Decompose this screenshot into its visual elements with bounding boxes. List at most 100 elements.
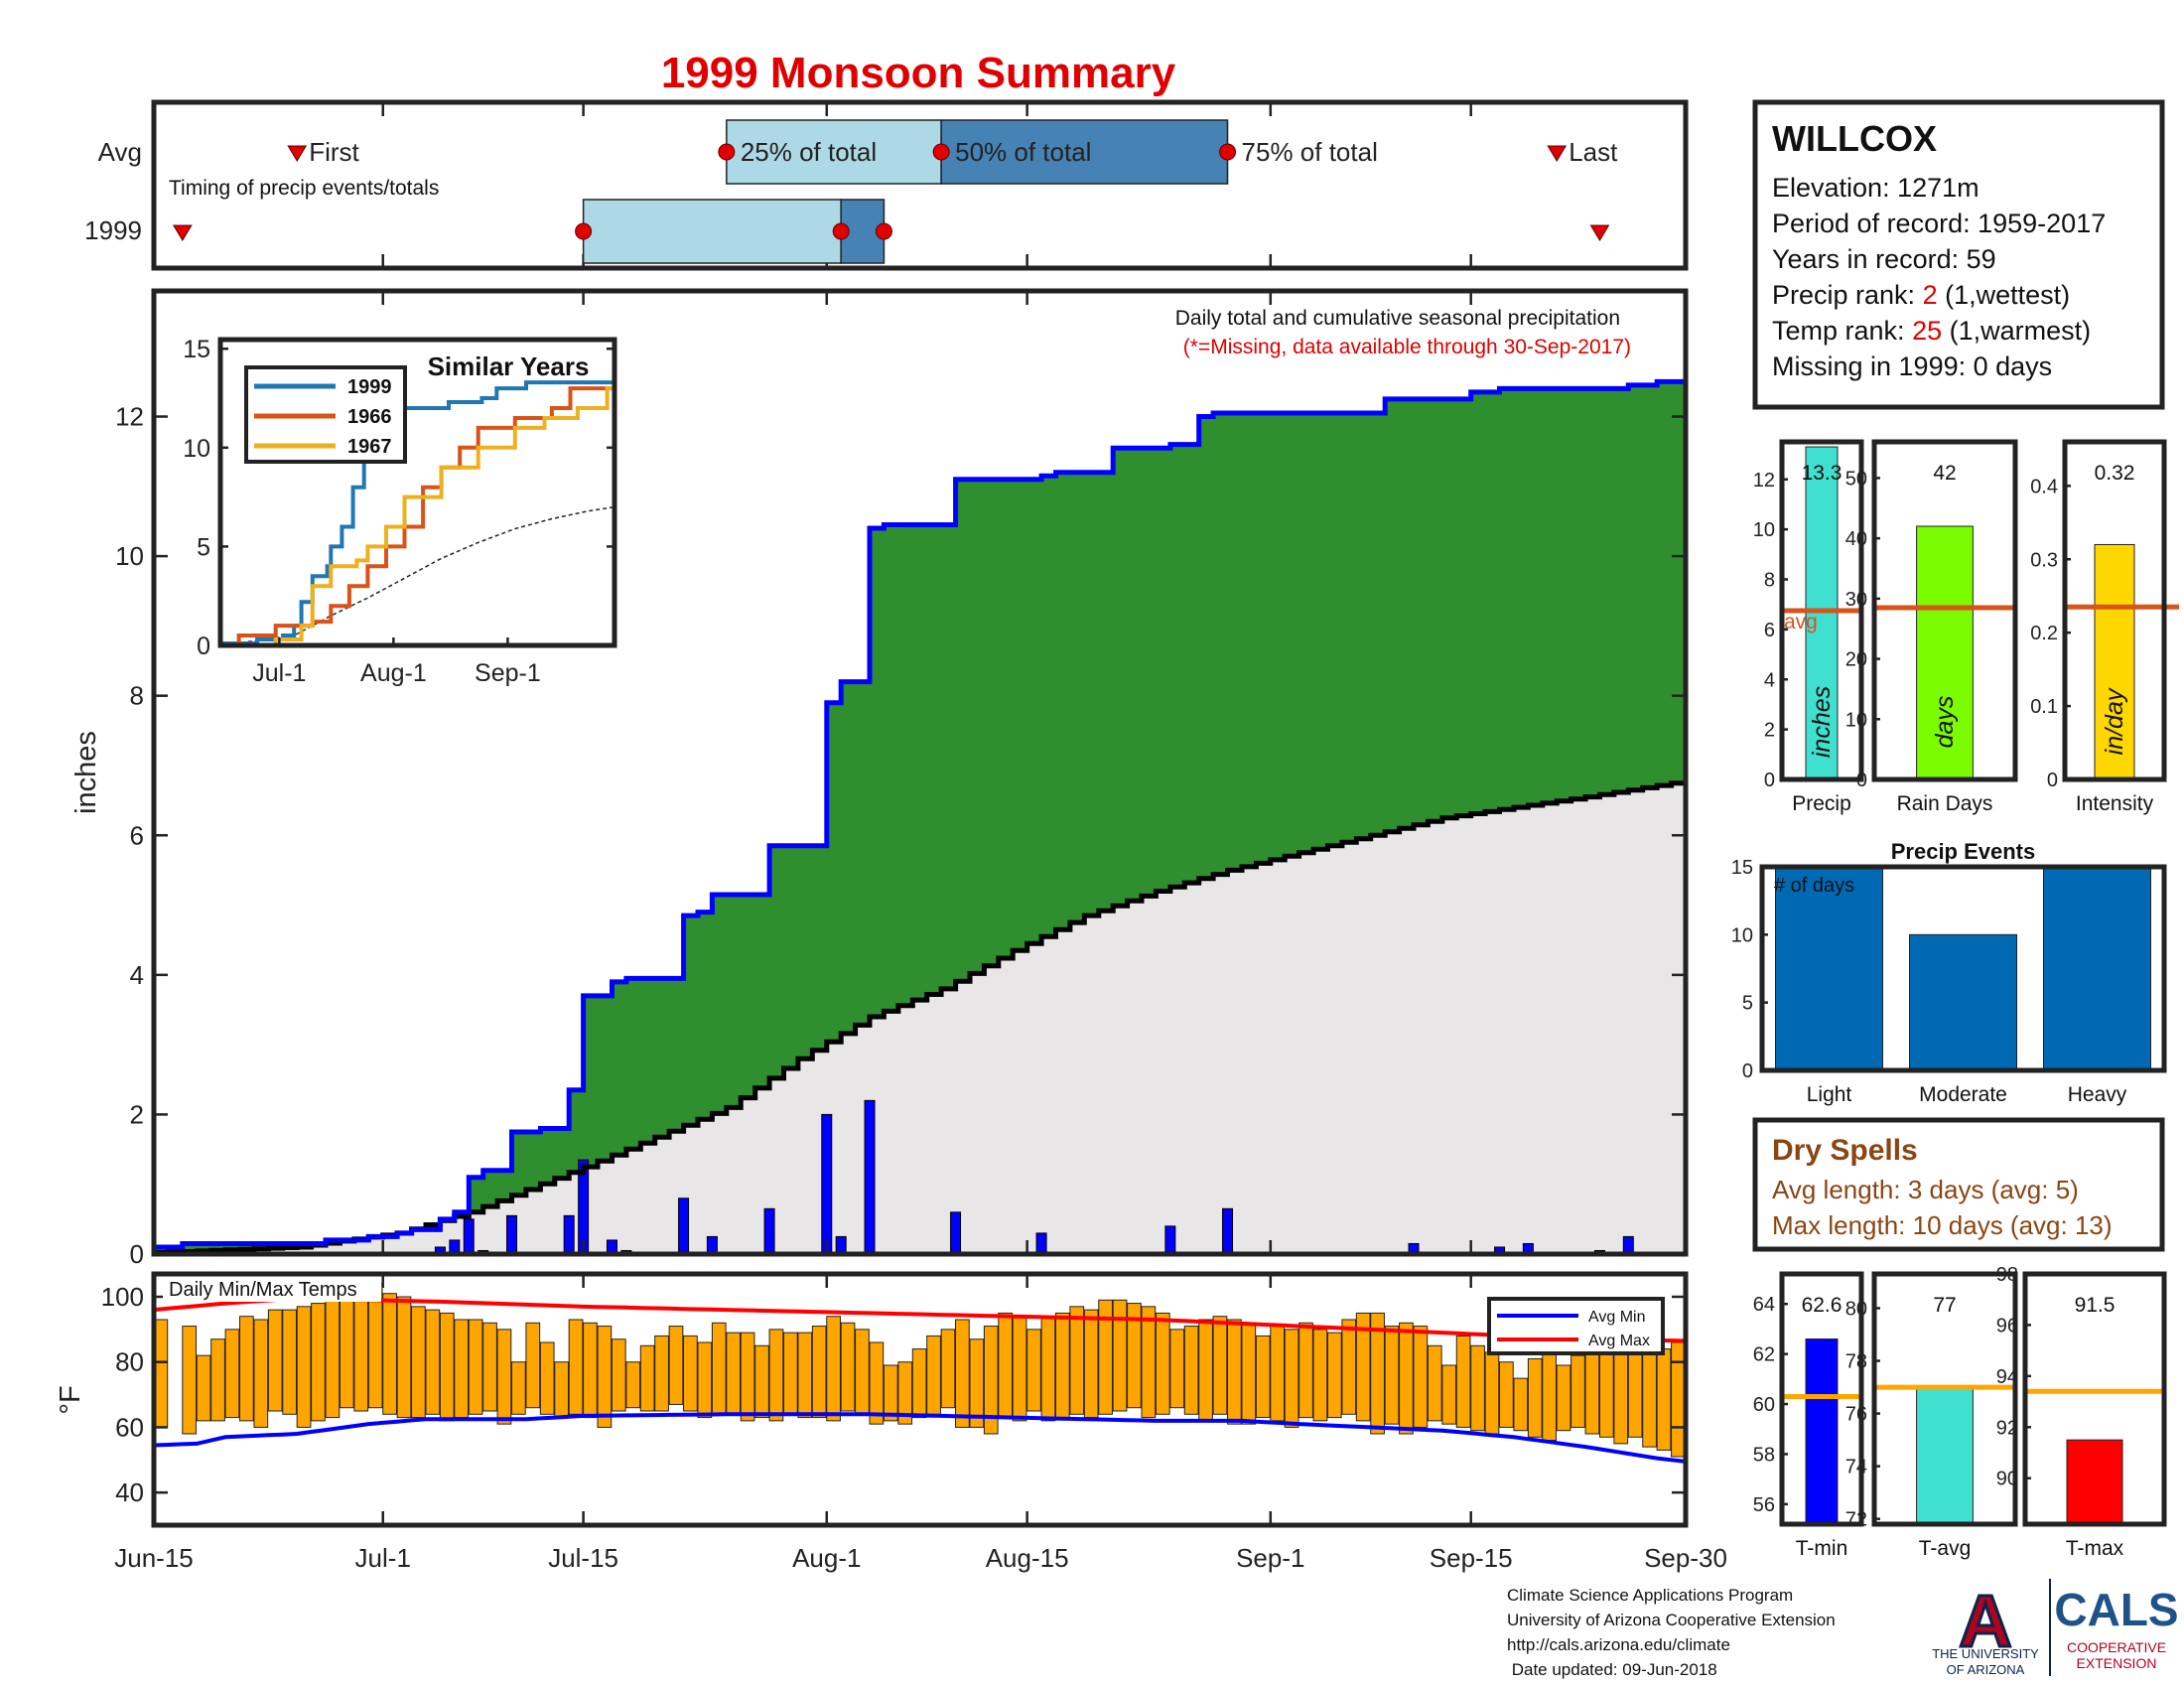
small-chart-tmax: 90 92 94 96 98 91.5 T-max (1996, 1264, 2167, 1560)
legend-avg-min: Avg Min (1588, 1309, 1646, 1326)
daily-temp-bar (783, 1332, 798, 1415)
intensity-ytick-label: 0.1 (2030, 696, 2058, 718)
main-note: Daily total and cumulative seasonal prec… (1175, 307, 1620, 330)
legend-avg-max: Avg Max (1588, 1333, 1650, 1349)
main-ytick-label: 2 (130, 1099, 144, 1129)
footer-line-3: http://cals.arizona.edu/climate (1507, 1635, 1730, 1654)
daily-temp-bar (511, 1361, 526, 1415)
daily-temp-bar (611, 1338, 626, 1412)
precip-value-label: 13.3 (1802, 462, 1843, 485)
daily-temp-bar (768, 1329, 784, 1422)
daily-precip-bar (864, 1099, 876, 1255)
daily-temp-bar (1312, 1329, 1328, 1422)
daily-temp-bar (554, 1361, 569, 1419)
rain_days-axis-label: Rain Days (1897, 792, 1993, 815)
station-years: Years in record: 59 (1772, 244, 1996, 274)
daily-precip-bar (1035, 1232, 1047, 1255)
avg-min-line (153, 1412, 1687, 1464)
daily-temp-bar (969, 1338, 985, 1428)
main-note-missing: (*=Missing, data available through 30-Se… (1183, 336, 1631, 358)
inset-xtick-label: Sep-1 (475, 659, 541, 687)
daily-temp-bar (1069, 1306, 1085, 1415)
timing-marks (152, 102, 1688, 268)
timing-frame (151, 99, 1689, 271)
tavg-ytick-label: 76 (1845, 1404, 1867, 1426)
daily-temp-bar (911, 1348, 927, 1419)
daily-temp-bar (926, 1335, 941, 1415)
inset-avg-line (219, 505, 615, 646)
inset-legend-label: 1966 (347, 406, 392, 428)
timing-pct-marker (932, 143, 950, 161)
daily-temp-bar (1155, 1312, 1170, 1415)
daily-precip-bar (678, 1197, 690, 1255)
daily-temp-bar (425, 1309, 441, 1415)
timing-panel: Avg 1999 Timing of precip events/totals … (84, 99, 1689, 271)
precip-ytick-label: 10 (1753, 519, 1775, 541)
main-ylabel: inches (70, 731, 102, 814)
coop-text-2: EXTENSION (2077, 1655, 2157, 1671)
precip-events-annotation: # of days (1774, 875, 1854, 897)
daily-temp-bar (955, 1319, 970, 1428)
daily-temp-bar (1054, 1312, 1070, 1419)
precip-event-bar (1775, 866, 1883, 1071)
daily-temp-bar (1556, 1364, 1571, 1432)
daily-temp-bar (1499, 1361, 1514, 1428)
x-axis-date-label: Aug-15 (986, 1543, 1069, 1573)
tmin-ytick-label: 64 (1753, 1294, 1775, 1316)
timing-pct-marker (575, 222, 593, 240)
station-period: Period of record: 1959-2017 (1772, 209, 2106, 238)
x-axis-date-label: Jul-1 (355, 1543, 411, 1573)
daily-temp-bar (239, 1316, 254, 1422)
main-ytick-label: 12 (115, 402, 144, 432)
timing-pct-marker (1219, 143, 1237, 161)
ua-block-a-logo: A (1959, 1580, 2011, 1662)
small-chart-tmin: 56 58 60 62 64 62.6 T-min (1753, 1271, 1864, 1560)
daily-temp-bar (1370, 1312, 1385, 1435)
timing-box-50-75 (940, 119, 1229, 185)
temp-ytick-label: 80 (115, 1347, 144, 1377)
inset-xtick-label: Aug-1 (360, 659, 427, 687)
daily-precip-bar (463, 1218, 475, 1255)
daily-temp-bar (855, 1329, 870, 1415)
footer: Climate Science Applications Program Uni… (1507, 1579, 2179, 1680)
daily-temp-bar (998, 1312, 1014, 1419)
temp-ytick-label: 100 (101, 1282, 144, 1312)
tmax-ytick-label: 98 (1996, 1264, 2018, 1286)
timing-box-25-50 (582, 199, 842, 264)
daily-precip-bar (835, 1235, 847, 1255)
daily-precip-bar (821, 1113, 833, 1255)
daily-temp-bar (482, 1322, 497, 1412)
daily-temp-bar (1127, 1303, 1142, 1409)
daily-temp-bar (468, 1319, 483, 1415)
daily-temp-bar (267, 1309, 283, 1412)
tmax-ytick-label: 94 (1996, 1366, 2018, 1388)
daily-precip-bar (706, 1235, 718, 1255)
temp-title: Daily Min/Max Temps (169, 1279, 357, 1301)
rain_days-value-label: 42 (1933, 462, 1956, 485)
daily-temp-bar (1270, 1326, 1286, 1422)
temp-ytick-label: 40 (115, 1477, 144, 1507)
main-ytick-label: 4 (130, 960, 144, 990)
daily-temp-bar (726, 1332, 742, 1415)
timing-first-marker (172, 224, 193, 241)
x-axis-date-label: Aug-1 (792, 1543, 861, 1573)
daily-temp-bar (210, 1338, 225, 1422)
daily-temp-bar (1455, 1335, 1471, 1428)
daily-precip-bar (950, 1211, 962, 1255)
daily-temp-bar (711, 1322, 727, 1415)
inset-series-1999 (220, 380, 614, 645)
daily-temp-bar (182, 1326, 198, 1435)
tmax-value-label: 91.5 (2075, 1294, 2116, 1317)
intensity-value-label: 0.32 (2095, 462, 2135, 485)
cumulative-1999-line (154, 378, 1686, 1250)
events-ytick-label: 10 (1731, 924, 1753, 946)
timing-first-marker (287, 145, 308, 162)
timing-last-marker (1547, 145, 1568, 162)
daily-temp-bar (1671, 1341, 1686, 1458)
intensity-ytick-label: 0.4 (2030, 476, 2058, 497)
main-ytick-label: 8 (130, 681, 144, 711)
daily-temp-bar (1212, 1316, 1228, 1415)
daily-temp-bar (539, 1341, 555, 1415)
daily-temp-bar (1399, 1322, 1414, 1435)
